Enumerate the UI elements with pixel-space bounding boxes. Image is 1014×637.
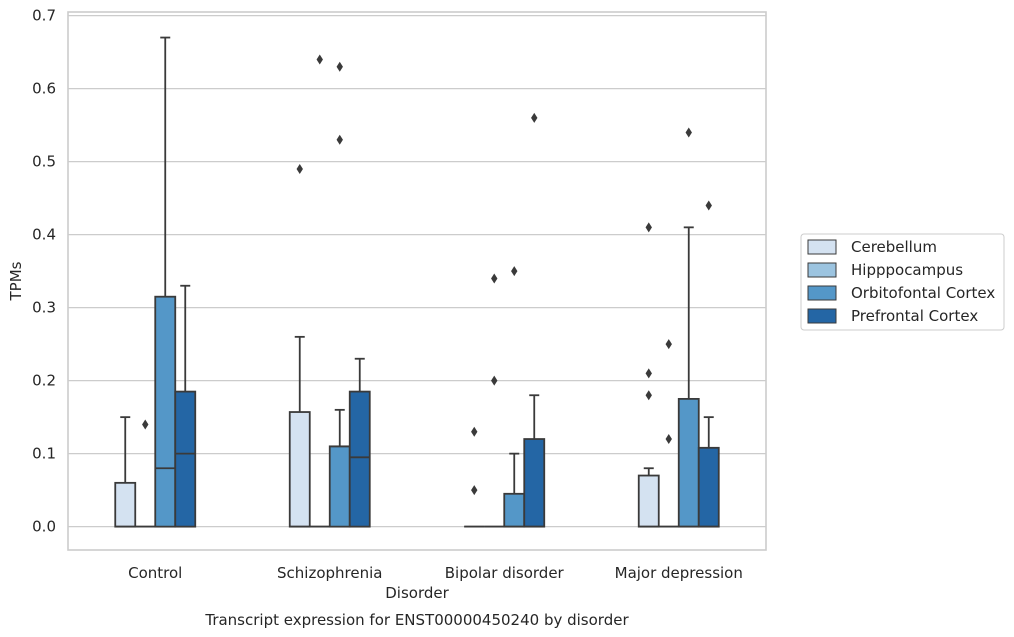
outlier-point [511, 266, 518, 277]
x-tick-labels: Control Schizophrenia Bipolar disorder Majo… [128, 564, 743, 582]
x-tick-label: Bipolar disorder [445, 564, 565, 582]
legend-swatch [807, 308, 837, 324]
y-tick-label: 0.6 [32, 80, 56, 98]
box-hipppocampus [484, 273, 505, 528]
outlier-point [491, 375, 498, 386]
box-prefrontal-cortex [174, 284, 197, 528]
legend-label: Orbitofontal Cortex [851, 284, 995, 302]
box-body [697, 446, 720, 528]
outlier-point [296, 163, 303, 174]
outlier-point [705, 200, 712, 211]
y-tick-labels: 0.0 0.1 0.2 0.3 0.4 0.5 0.6 0.7 [32, 7, 56, 536]
outlier-point [665, 339, 672, 350]
box-body [348, 390, 371, 528]
box-cerebellum [288, 163, 311, 528]
box-body [523, 438, 546, 528]
legend-label: Hipppocampus [851, 261, 963, 279]
outlier-point [336, 61, 343, 72]
box-cerebellum [464, 426, 485, 528]
y-tick-label: 0.1 [32, 445, 56, 463]
y-tick-label: 0.5 [32, 153, 56, 171]
box-cerebellum [114, 416, 137, 528]
box-body [328, 445, 351, 528]
plot-frame [67, 11, 767, 551]
box-body [637, 474, 660, 528]
x-tick-label: Control [128, 564, 182, 582]
outlier-point [531, 112, 538, 123]
outlier-point [471, 485, 478, 496]
y-tick-label: 0.2 [32, 372, 56, 390]
box-prefrontal-cortex [523, 112, 546, 528]
box-body [288, 411, 311, 528]
outlier-point [685, 127, 692, 138]
outlier-point [491, 273, 498, 284]
box-body [503, 492, 526, 528]
y-tick-label: 0.3 [32, 299, 56, 317]
outlier-point [665, 434, 672, 445]
legend-swatch [807, 239, 837, 255]
box-prefrontal-cortex [697, 200, 720, 528]
legend-swatch [807, 285, 837, 301]
box-hipppocampus [309, 54, 330, 528]
y-tick-label: 0.7 [32, 7, 56, 25]
box-body [154, 295, 177, 528]
box-prefrontal-cortex [348, 357, 371, 528]
box-hipppocampus [658, 339, 679, 528]
x-axis-label: Disorder [385, 584, 449, 602]
legend-label: Prefrontal Cortex [851, 307, 978, 325]
box-cerebellum [637, 222, 660, 528]
x-tick-label: Schizophrenia [277, 564, 382, 582]
y-axis-label: TPMs [7, 261, 25, 301]
chart-title: Transcript expression for ENST0000045024… [204, 611, 629, 629]
box-body [114, 481, 137, 528]
legend-label: Cerebellum [851, 238, 937, 256]
x-tick-label: Major depression [615, 564, 743, 582]
outlier-point [645, 390, 652, 401]
y-tick-label: 0.4 [32, 226, 56, 244]
box-body [677, 397, 700, 528]
y-tick-label: 0.0 [32, 518, 56, 536]
outlier-point [336, 134, 343, 145]
outlier-point [645, 368, 652, 379]
outlier-point [645, 222, 652, 233]
outlier-point [471, 426, 478, 437]
box-hipppocampus [135, 419, 156, 528]
box-body [174, 390, 197, 528]
box-orbitofontal-cortex [328, 61, 351, 528]
outlier-point [142, 419, 149, 430]
legend: Cerebellum Hipppocampus Orbitofontal Corte… [800, 233, 1005, 331]
legend-frame [800, 233, 1005, 331]
outlier-point [316, 54, 323, 65]
box-groups [114, 36, 720, 528]
legend-swatch [807, 262, 837, 278]
